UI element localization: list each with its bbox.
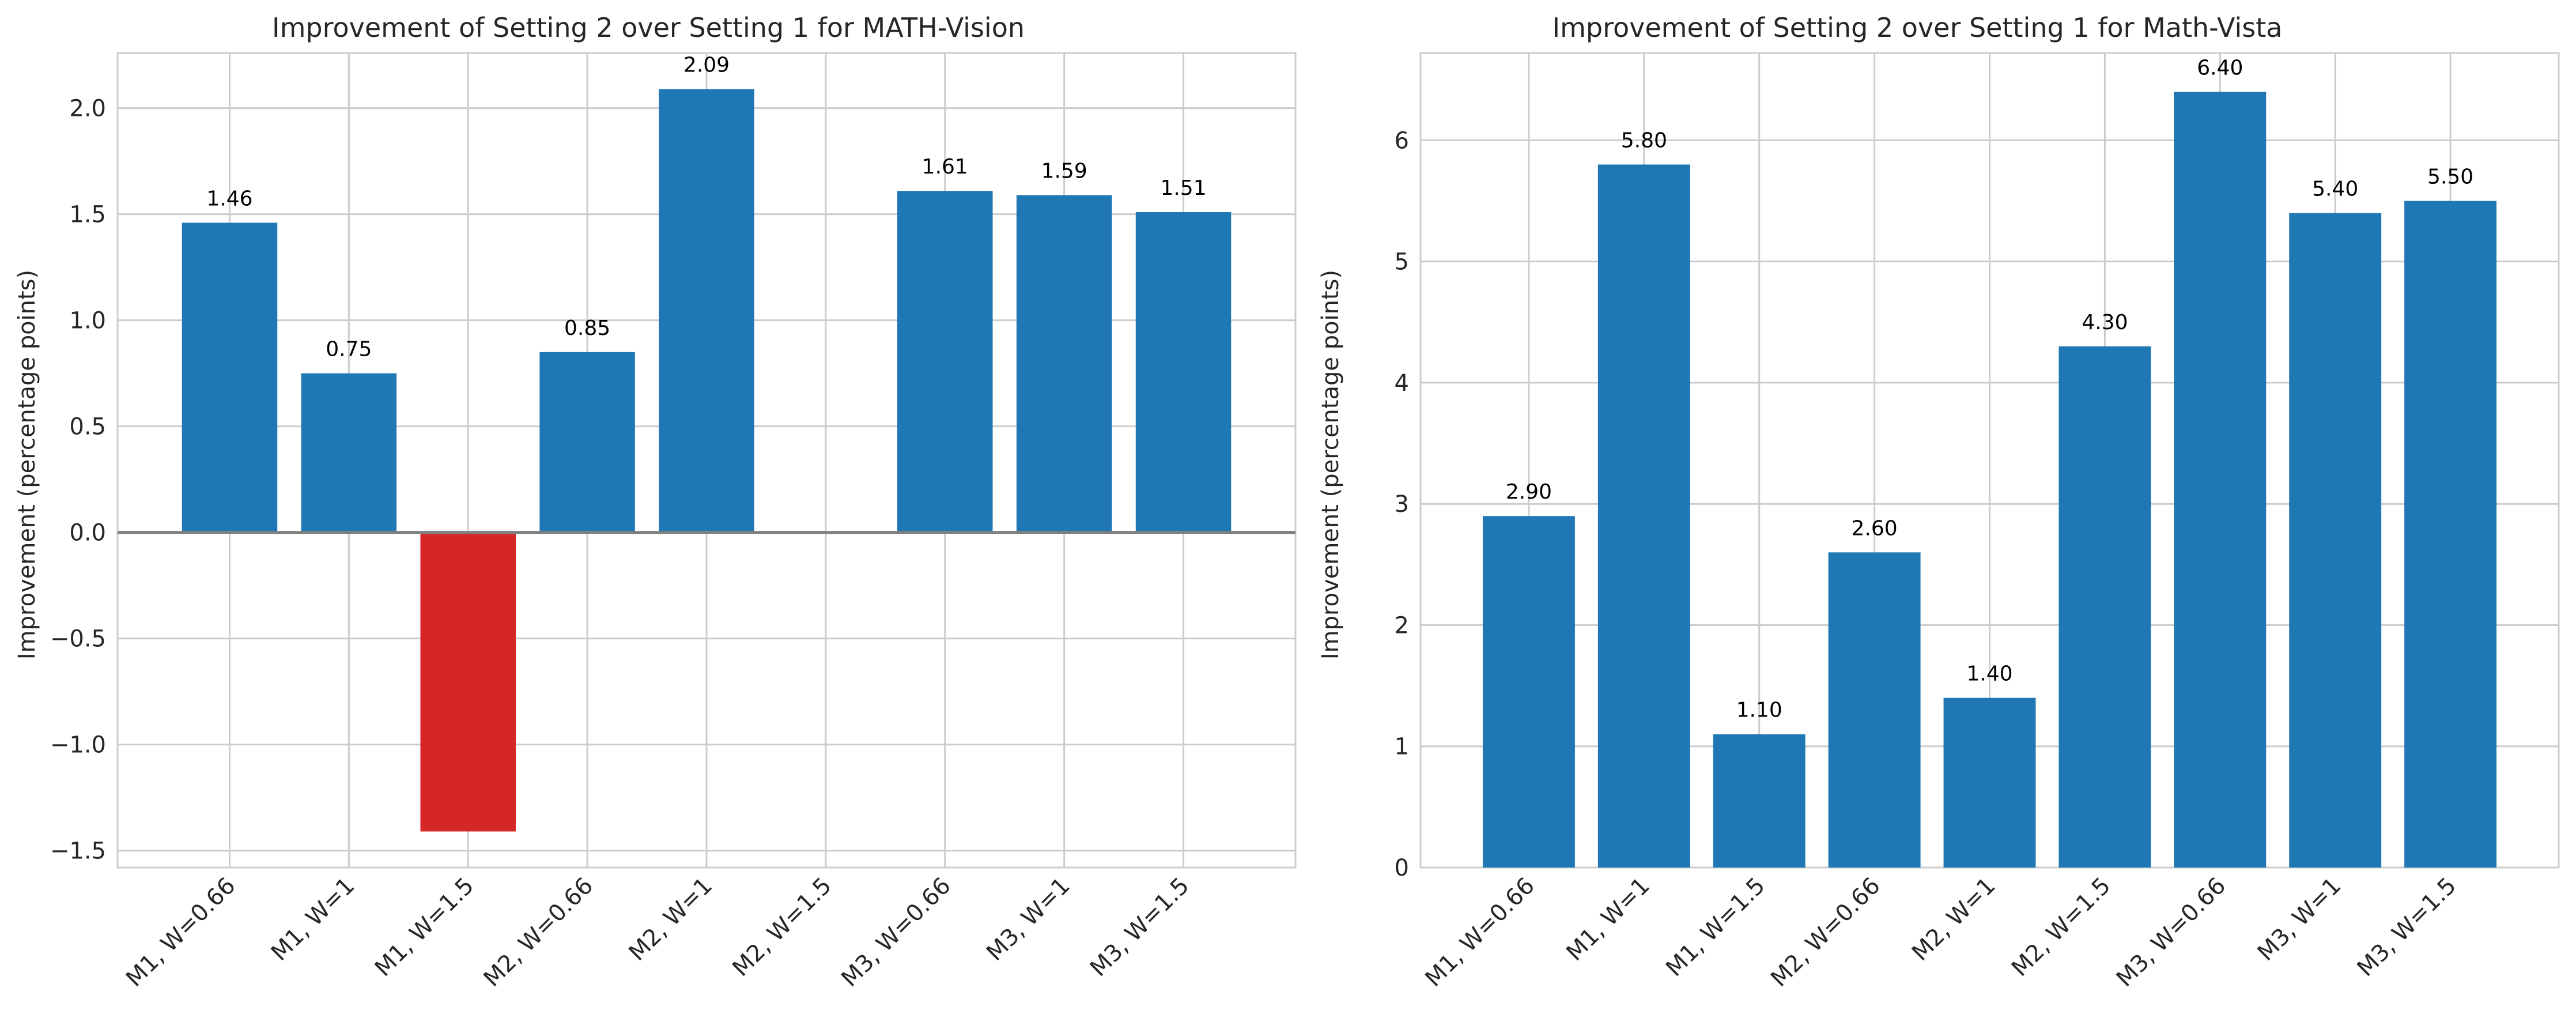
x-tick-label: M1, W=1.5 [370, 873, 479, 982]
y-tick-label: 0 [1395, 855, 1409, 881]
y-tick-label: 2 [1395, 612, 1409, 639]
x-tick-label: M3, W=0.66 [836, 873, 956, 993]
x-tick-label: M3, W=1.5 [1085, 873, 1195, 982]
data-label: 1.40 [1966, 662, 2012, 686]
bar [1597, 164, 1690, 868]
x-tick-label: M1, W=0.66 [121, 873, 241, 993]
data-label: 6.40 [2197, 56, 2243, 80]
x-tick-label: M1, W=0.66 [1420, 873, 1540, 993]
y-tick-label: 0.0 [69, 520, 106, 546]
x-tick-label: M3, W=1.5 [2352, 873, 2462, 982]
y-axis-label: Improvement (percentage points) [1317, 270, 1344, 659]
x-tick-label: M2, W=0.66 [479, 873, 599, 993]
data-label: 1.61 [922, 155, 968, 179]
x-tick-label: M2, W=0.66 [1766, 873, 1886, 993]
data-label: 1.10 [1736, 699, 1782, 722]
y-tick-label: −0.5 [50, 626, 106, 653]
y-tick-label: 6 [1395, 127, 1409, 154]
x-tick-label: M1, W=1 [266, 873, 360, 967]
x-tick-label: M2, W=1 [1907, 873, 2001, 967]
x-tick-label: M3, W=0.66 [2112, 873, 2231, 993]
data-label: 0.75 [326, 338, 372, 361]
bar [1016, 195, 1112, 533]
bar [539, 352, 635, 533]
data-label: 2.90 [1506, 480, 1552, 504]
chart-title: Improvement of Setting 2 over Setting 1 … [272, 12, 1025, 43]
x-tick-label: M2, W=1 [624, 873, 718, 967]
x-tick-label: M2, W=1.5 [2007, 873, 2116, 982]
y-axis-label: Improvement (percentage points) [14, 270, 40, 659]
data-label: 1.59 [1041, 160, 1087, 183]
data-label: 5.80 [1621, 129, 1667, 152]
bar [2058, 346, 2151, 868]
data-label: 5.40 [2312, 178, 2358, 201]
data-label: 2.60 [1852, 516, 1898, 540]
data-label: 5.50 [2427, 165, 2473, 189]
bar [659, 89, 754, 533]
bar [897, 191, 993, 533]
y-tick-label: −1.5 [50, 838, 106, 865]
bar [2289, 213, 2382, 868]
bar [1828, 552, 1921, 868]
y-tick-label: 2.0 [69, 96, 106, 122]
bar [1943, 697, 2036, 868]
y-tick-label: 1.0 [69, 308, 106, 334]
bar [301, 373, 397, 533]
data-label: 1.46 [206, 187, 252, 210]
x-tick-label: M3, W=1 [2253, 873, 2347, 967]
y-tick-label: −1.0 [50, 732, 106, 759]
data-label: 0.85 [564, 316, 610, 340]
bar [2174, 92, 2267, 868]
data-label: 1.51 [1160, 176, 1206, 200]
bar [1135, 212, 1232, 533]
chart-math-vista: Improvement of Setting 2 over Setting 1 … [1317, 12, 2560, 993]
y-tick-label: 1.5 [69, 202, 106, 228]
bar [1713, 734, 1806, 868]
y-tick-label: 5 [1395, 249, 1409, 276]
y-tick-label: 1 [1395, 734, 1409, 760]
x-tick-label: M2, W=1.5 [727, 873, 837, 982]
x-tick-label: M1, W=1.5 [1661, 873, 1770, 982]
bar [2404, 201, 2497, 868]
y-tick-label: 0.5 [69, 414, 106, 440]
y-tick-label: 3 [1395, 491, 1409, 518]
x-tick-label: M1, W=1 [1561, 873, 1655, 967]
bar [182, 223, 278, 533]
bar [1482, 516, 1575, 868]
bar [420, 532, 516, 832]
chart-math-vision: Improvement of Setting 2 over Setting 1 … [14, 12, 1297, 993]
x-tick-label: M3, W=1 [981, 873, 1075, 967]
y-tick-label: 4 [1395, 370, 1409, 397]
data-label: 2.09 [683, 54, 730, 77]
chart-title: Improvement of Setting 2 over Setting 1 … [1553, 12, 2283, 43]
plot-frame [116, 52, 1297, 869]
data-label: 4.30 [2082, 311, 2128, 334]
